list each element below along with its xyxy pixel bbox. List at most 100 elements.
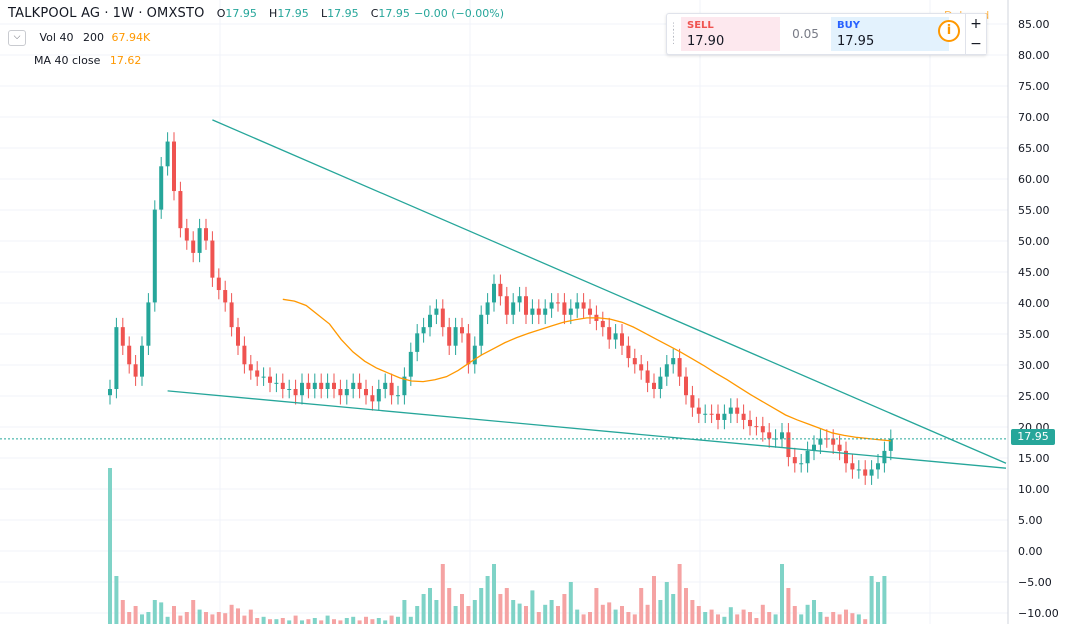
volume-bar	[837, 614, 842, 624]
volume-bar	[600, 604, 605, 624]
candle-body	[460, 327, 464, 334]
volume-bar	[453, 606, 458, 624]
volume-bar	[152, 600, 157, 624]
volume-bar	[108, 468, 112, 624]
y-tick-label: 65.00	[1018, 142, 1050, 155]
candle-body	[472, 345, 477, 365]
candle-body	[133, 364, 138, 377]
volume-bar	[127, 612, 132, 624]
candle-body	[568, 308, 573, 315]
y-tick-label: 15.00	[1018, 452, 1050, 465]
separator: ·	[138, 6, 143, 21]
info-icon[interactable]: i	[938, 20, 960, 42]
candle-body	[850, 463, 855, 470]
volume-bar	[421, 594, 426, 624]
y-tick-label: 45.00	[1018, 266, 1050, 279]
buy-button[interactable]: BUY 17.95	[831, 17, 949, 51]
volume-bar	[344, 618, 349, 624]
high-value: 17.95	[277, 7, 309, 20]
candle-body	[408, 351, 413, 377]
candle-body	[255, 370, 260, 377]
volume-bar	[460, 594, 464, 624]
y-tick-label: 85.00	[1018, 18, 1050, 31]
y-tick-label: 55.00	[1018, 204, 1050, 217]
volume-bar	[850, 613, 855, 624]
interval-label[interactable]: 1W	[112, 6, 135, 21]
ma-label[interactable]: MA 40 close	[34, 54, 101, 67]
candle-body	[556, 302, 560, 304]
volume-bar	[114, 576, 119, 624]
candle-body	[799, 463, 804, 465]
volume-bar	[511, 600, 516, 624]
candle-body	[888, 438, 893, 451]
candle-body	[741, 413, 746, 420]
candle-body	[876, 463, 880, 470]
volume-bar	[319, 620, 324, 624]
candle-body	[690, 395, 695, 408]
volume-bar	[255, 618, 260, 624]
candle-body	[172, 141, 176, 192]
volume-bar	[210, 614, 215, 624]
chevron-down-icon[interactable]: ⌵	[8, 30, 26, 46]
drag-handle-icon[interactable]: ⋮ ⋮ ⋮	[669, 22, 678, 46]
candle-body	[812, 444, 816, 451]
y-tick-label: −5.00	[1018, 576, 1052, 589]
zoom-out-button[interactable]: −	[970, 36, 982, 52]
candle-body	[492, 283, 496, 303]
candle-body	[152, 209, 157, 303]
volume-bar	[248, 609, 253, 624]
candle-body	[869, 469, 874, 476]
volume-bar	[818, 612, 823, 624]
ma-line	[282, 298, 891, 442]
zoom-controls: + −	[965, 14, 986, 54]
volume-bar	[792, 606, 797, 624]
candle-body	[434, 308, 439, 315]
volume-bar	[575, 609, 580, 624]
candle-body	[293, 389, 298, 396]
y-tick-label: 40.00	[1018, 297, 1050, 310]
volume-bar	[684, 588, 688, 624]
volume-period: 200	[82, 31, 104, 44]
volume-bar	[479, 588, 484, 624]
candle-body	[389, 382, 394, 396]
volume-bar	[268, 619, 272, 624]
candles	[108, 132, 893, 485]
volume-bar	[799, 614, 804, 624]
sell-button[interactable]: SELL 17.90	[681, 17, 780, 51]
volume-bar	[524, 606, 528, 624]
trendlines	[167, 119, 1007, 469]
candle-body	[831, 438, 836, 445]
candle-body	[415, 333, 420, 352]
volume-label[interactable]: Vol 40	[39, 31, 74, 44]
volume-bar	[293, 615, 298, 624]
volume-bar	[824, 616, 829, 624]
volume-bar	[306, 619, 311, 624]
zoom-in-button[interactable]: +	[970, 16, 982, 32]
volume-bar	[415, 606, 420, 624]
volume-bar	[492, 564, 496, 624]
candle-body	[728, 407, 733, 414]
volume-bar	[696, 606, 701, 624]
symbol-name[interactable]: TALKPOOL AG	[8, 6, 101, 21]
volume-bar	[607, 602, 612, 624]
candle-body	[370, 395, 375, 402]
volume-bar	[812, 600, 816, 624]
candle-body	[312, 382, 317, 390]
volume-bar	[357, 620, 362, 624]
candle-body	[280, 382, 285, 390]
candle-body	[543, 308, 548, 315]
candle-body	[216, 277, 221, 291]
candle-body	[178, 191, 183, 229]
candle-body	[588, 308, 592, 315]
close-label: C	[370, 7, 379, 20]
volume-bar	[703, 612, 708, 624]
candle-body	[236, 327, 240, 346]
candle-body	[856, 469, 861, 471]
volume-bar	[856, 614, 861, 624]
volume-bar	[876, 582, 880, 624]
volume-bar	[120, 600, 125, 624]
volume-bar	[261, 616, 266, 624]
volume-bar	[632, 614, 637, 624]
volume-bar	[805, 604, 810, 624]
